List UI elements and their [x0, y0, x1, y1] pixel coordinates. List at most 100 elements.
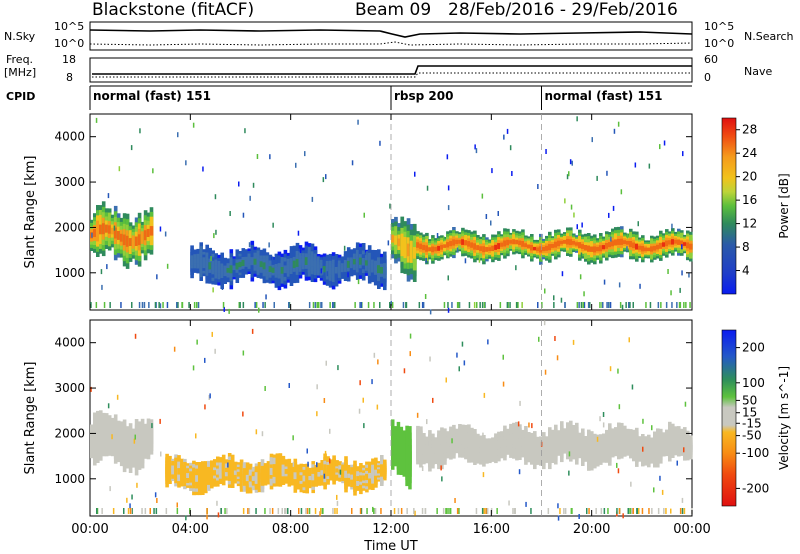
data-cell: [221, 466, 226, 473]
data-speckle: [152, 168, 154, 174]
freq-label: Freq.: [6, 53, 34, 66]
y-tick-label: 3000: [54, 175, 85, 189]
data-speckle: [299, 248, 302, 254]
data-cell: [611, 440, 615, 446]
data-speckle: [578, 514, 580, 519]
data-speckle: [509, 145, 512, 151]
data-cell: [113, 227, 118, 239]
data-speckle: [300, 508, 303, 514]
power-axes: 1000 2000 3000 4000 Slant Range [km]: [23, 114, 693, 310]
data-speckle: [139, 128, 141, 134]
data-cell: [314, 473, 318, 478]
data-speckle: [485, 214, 488, 219]
data-speckle: [506, 302, 509, 308]
data-speckle: [254, 302, 256, 308]
data-cell: [274, 267, 279, 275]
data-speckle: [606, 170, 608, 176]
noise-panel: [89, 21, 693, 51]
data-cell: [539, 448, 543, 454]
data-speckle: [223, 306, 225, 312]
data-speckle: [204, 404, 206, 410]
data-cell: [617, 437, 621, 445]
data-cell: [422, 445, 426, 452]
data-cell: [346, 260, 351, 268]
data-speckle: [441, 476, 443, 482]
data-cell: [458, 239, 462, 244]
data-cell: [317, 472, 321, 477]
data-speckle: [564, 302, 566, 308]
data-speckle: [314, 302, 317, 308]
data-cell: [340, 265, 345, 270]
data-cell: [506, 239, 510, 246]
data-cell: [211, 264, 215, 271]
data-speckle: [90, 302, 92, 308]
beam-label: Beam 09: [355, 0, 432, 20]
data-cell: [323, 467, 327, 476]
data-speckle: [570, 204, 573, 210]
data-cell: [578, 442, 582, 448]
data-cell: [590, 447, 594, 455]
data-speckle: [436, 233, 439, 238]
data-cell: [383, 267, 387, 275]
data-speckle: [316, 302, 318, 308]
data-speckle: [629, 508, 631, 514]
data-speckle: [177, 302, 179, 308]
data-speckle: [559, 508, 561, 514]
data-cell: [134, 236, 139, 246]
data-speckle: [127, 508, 130, 514]
data-speckle: [502, 354, 504, 360]
colorbar-tick-label: 100: [742, 376, 765, 390]
data-cell: [500, 242, 504, 247]
cpid-segment-label: normal (fast) 151: [93, 89, 211, 103]
data-cell: [235, 262, 240, 270]
data-cell: [208, 262, 212, 270]
data-speckle: [316, 411, 318, 417]
data-speckle: [123, 508, 125, 514]
data-cell: [250, 257, 255, 266]
data-cell: [566, 238, 570, 245]
data-speckle: [651, 508, 653, 514]
data-speckle: [483, 302, 486, 308]
data-speckle: [347, 272, 349, 278]
data-speckle: [443, 236, 445, 242]
data-speckle: [159, 303, 162, 309]
data-speckle: [403, 368, 406, 374]
data-speckle: [416, 412, 419, 418]
data-cell: [509, 240, 513, 244]
data-speckle: [626, 233, 629, 239]
data-speckle: [612, 205, 615, 211]
colorbar-tick-label: 16: [742, 193, 757, 207]
data-speckle: [599, 416, 601, 422]
data-speckle: [130, 508, 133, 514]
data-cell: [104, 430, 109, 439]
data-cell: [310, 259, 315, 267]
data-speckle: [387, 240, 390, 246]
data-cell: [581, 244, 585, 249]
data-speckle: [372, 506, 374, 512]
data-speckle: [637, 508, 639, 514]
data-cell: [428, 446, 432, 455]
data-cell: [440, 444, 444, 453]
data-speckle: [638, 508, 640, 514]
data-speckle: [120, 302, 122, 308]
data-speckle: [255, 429, 258, 435]
data-cell: [217, 267, 221, 274]
data-speckle: [165, 508, 168, 514]
data-cell: [449, 240, 453, 247]
data-speckle: [649, 302, 652, 308]
data-speckle: [376, 404, 379, 410]
data-cell: [653, 245, 657, 251]
data-cell: [557, 240, 561, 247]
data-speckle: [506, 128, 509, 134]
data-cell: [242, 474, 247, 480]
data-speckle: [204, 357, 206, 363]
data-cell: [599, 446, 603, 453]
data-cell: [183, 471, 187, 478]
data-speckle: [129, 503, 131, 509]
data-speckle: [600, 508, 603, 514]
data-speckle: [210, 256, 212, 262]
data-cell: [193, 258, 197, 264]
data-cell: [377, 265, 381, 274]
data-cell: [485, 247, 489, 252]
data-cell: [614, 239, 618, 246]
